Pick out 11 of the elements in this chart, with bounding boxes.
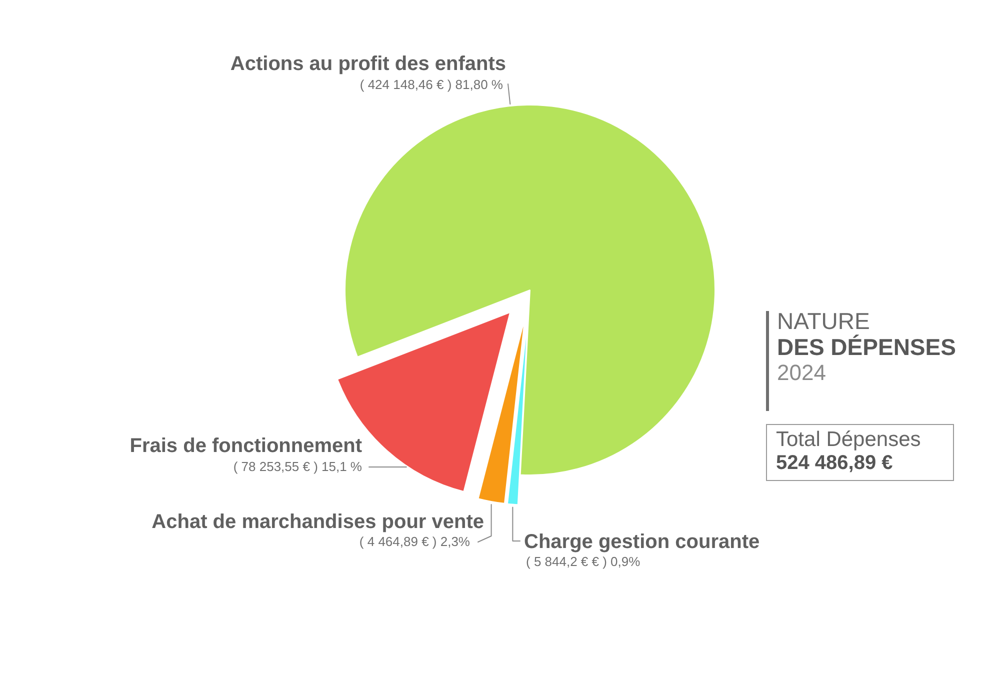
data-label: ( 424 148,46 € ) 81,80 % — [360, 77, 504, 92]
data-label: ( 4 464,89 € ) 2,3% — [359, 534, 470, 549]
text: 2024 — [777, 360, 827, 385]
slice-label: Frais de fonctionnement — [130, 435, 362, 457]
slice-label: Achat de marchandises pour vente — [152, 511, 484, 533]
text: NATURE DES DÉPENSES — [777, 308, 956, 360]
data-label: ( 78 253,55 € ) 15,1 % — [233, 459, 362, 474]
slice-label: Actions au profit des enfants — [230, 53, 506, 75]
text: Total Dépenses 524 486,89 € — [776, 428, 922, 475]
slice-label: Charge gestion courante — [524, 531, 760, 553]
data-label: ( 5 844,2 € € ) 0,9% — [526, 554, 641, 569]
